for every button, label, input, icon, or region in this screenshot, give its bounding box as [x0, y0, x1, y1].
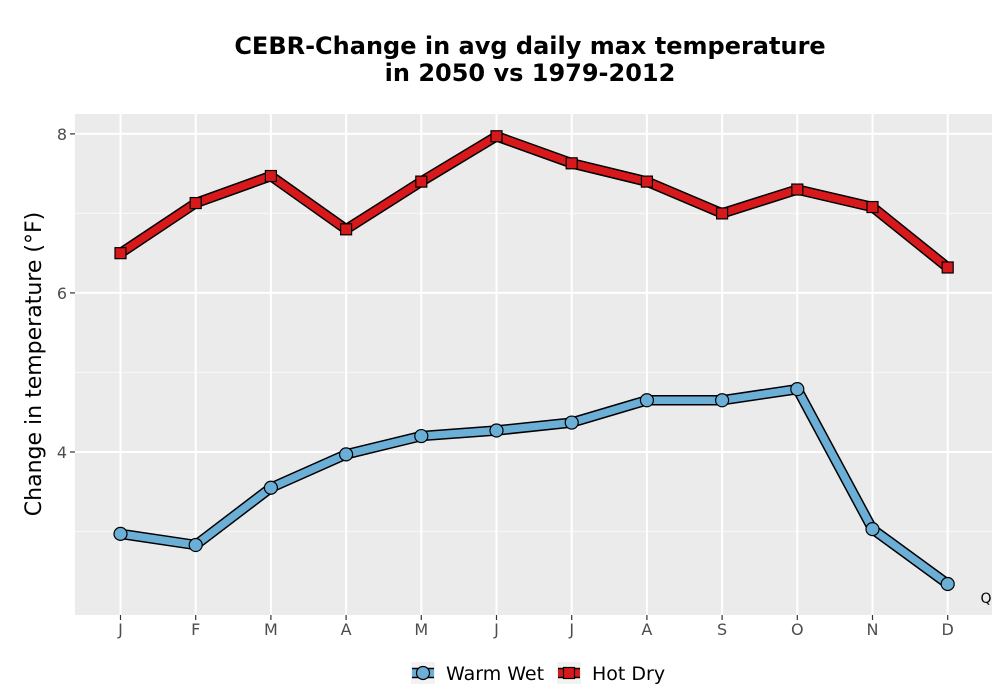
- hot-dry-point: [340, 223, 353, 236]
- warm-wet-point: [263, 480, 278, 495]
- warm-wet-point: [940, 576, 955, 592]
- x-tick-label: O: [791, 620, 804, 639]
- legend-key-marker: [415, 665, 431, 681]
- plot-panel: [75, 114, 992, 615]
- hot-dry-point: [866, 200, 879, 214]
- x-tick-label: S: [717, 620, 727, 639]
- warm-wet-point: [188, 537, 203, 553]
- warm-wet-point: [714, 393, 730, 408]
- hot-dry-point: [415, 175, 428, 188]
- x-tick-label: N: [867, 620, 879, 639]
- hot-dry-point: [114, 247, 127, 260]
- hot-dry-point: [791, 183, 804, 196]
- y-tick-label: 4: [57, 443, 67, 462]
- annotation-label: Q: [980, 591, 991, 607]
- warm-wet-point: [790, 382, 805, 397]
- x-tick-label: J: [493, 620, 499, 639]
- legend-key-marker: [562, 666, 576, 680]
- x-tick-label: A: [341, 620, 352, 639]
- chart-title-line-1: CEBR-Change in avg daily max temperature: [234, 32, 825, 60]
- warm-wet-point: [339, 447, 354, 462]
- x-tick-label: D: [942, 620, 954, 639]
- series-layer: [113, 130, 955, 592]
- hot-dry-point: [264, 169, 277, 183]
- hot-dry-point: [490, 130, 503, 143]
- warm-wet-point: [489, 423, 504, 438]
- hot-dry-point: [715, 207, 729, 220]
- warm-wet-point: [865, 522, 880, 537]
- hot-dry-point: [189, 196, 202, 210]
- chart-title-line-2: in 2050 vs 1979-2012: [385, 59, 676, 87]
- hot-dry-point: [565, 157, 578, 170]
- legend-label-warm-wet: Warm Wet: [446, 663, 544, 685]
- y-axis-title: Change in temperature (°F): [22, 212, 47, 516]
- hot-dry-line: [118, 132, 951, 271]
- warm-wet-point: [564, 415, 579, 430]
- warm-wet-point: [639, 393, 655, 408]
- x-tick-label: J: [117, 620, 123, 639]
- x-tick-label: F: [191, 620, 200, 639]
- x-tick-label: M: [264, 620, 278, 639]
- x-tick-label: J: [568, 620, 574, 639]
- x-tick-label: M: [414, 620, 428, 639]
- x-tick-label: A: [641, 620, 652, 639]
- legend: Warm Wet Hot Dry: [411, 662, 665, 685]
- legend-label-hot-dry: Hot Dry: [592, 663, 665, 685]
- warm-wet-point: [113, 526, 128, 541]
- axes: 4 6 8 J F M A M J J A S O N D: [57, 125, 954, 639]
- hot-dry-point: [640, 175, 654, 188]
- hot-dry-point: [941, 261, 954, 274]
- warm-wet-line: [119, 385, 950, 588]
- y-tick-label: 8: [57, 125, 67, 144]
- y-tick-label: 6: [57, 284, 67, 303]
- warm-wet-point: [414, 428, 429, 444]
